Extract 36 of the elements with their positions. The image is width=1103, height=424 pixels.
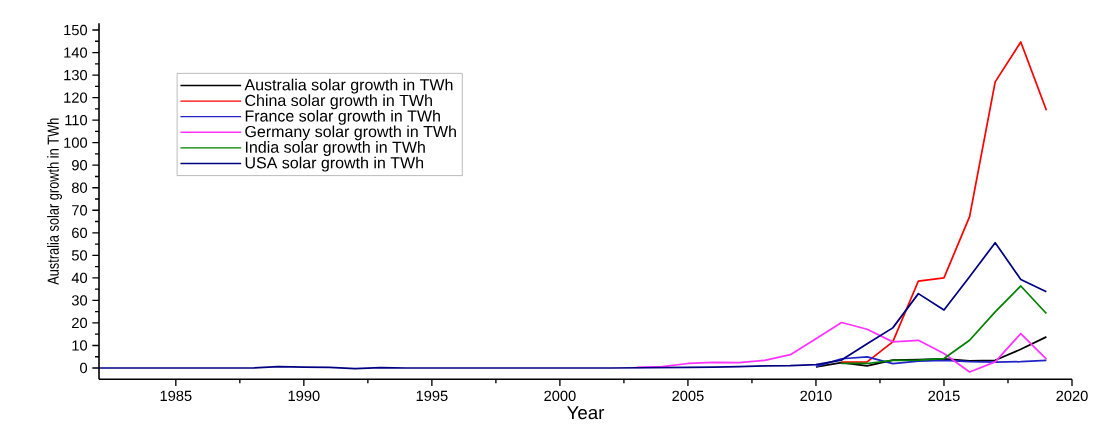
x-axis-title: Year: [567, 406, 605, 420]
x-tick-label: 2015: [928, 390, 960, 402]
legend-label: USA solar growth in TWh: [245, 156, 424, 172]
y-tick-label: 0: [80, 362, 88, 374]
legend-label: Australia solar growth in TWh: [244, 78, 453, 94]
y-tick-label: 70: [72, 205, 88, 216]
y-tick-label: 140: [64, 47, 88, 58]
line-series: [635, 321, 1048, 374]
x-tick-label: 1990: [288, 390, 320, 402]
y-tick-label: 60: [72, 227, 88, 239]
x-tick-label: 2020: [1056, 390, 1088, 402]
y-tick-label: 120: [64, 92, 88, 103]
y-tick-label: 90: [72, 160, 88, 171]
legend-label: France solar growth in TWh: [245, 110, 440, 125]
y-tick-label: 150: [64, 25, 88, 36]
y-axis-title: Australia solar growth in TWh: [47, 118, 63, 285]
legend-label: India solar growth in TWh: [245, 141, 425, 157]
x-tick-label: 1995: [416, 390, 448, 402]
y-tick-label: 50: [71, 250, 88, 261]
y-tick-label: 10: [72, 340, 88, 351]
y-tick-label: 100: [64, 137, 88, 149]
y-tick-label: 130: [64, 70, 88, 81]
line-series: [815, 356, 1048, 368]
x-tick-label: 2000: [544, 390, 576, 402]
legend-label: China solar growth in TWh: [245, 94, 432, 110]
x-tick-label: 2010: [800, 390, 832, 402]
y-tick-label: 20: [72, 317, 88, 329]
line-series: [840, 41, 1048, 364]
y-tick-label: 80: [71, 182, 88, 194]
x-tick-label: 1985: [160, 390, 192, 402]
y-tick-label: 110: [65, 115, 88, 126]
x-tick-label: 2005: [672, 390, 704, 402]
y-tick-label: 30: [71, 295, 88, 306]
legend-label: Germany solar growth in TWh: [245, 125, 456, 141]
line-series: [840, 285, 1048, 365]
y-tick-label: 40: [71, 272, 88, 284]
